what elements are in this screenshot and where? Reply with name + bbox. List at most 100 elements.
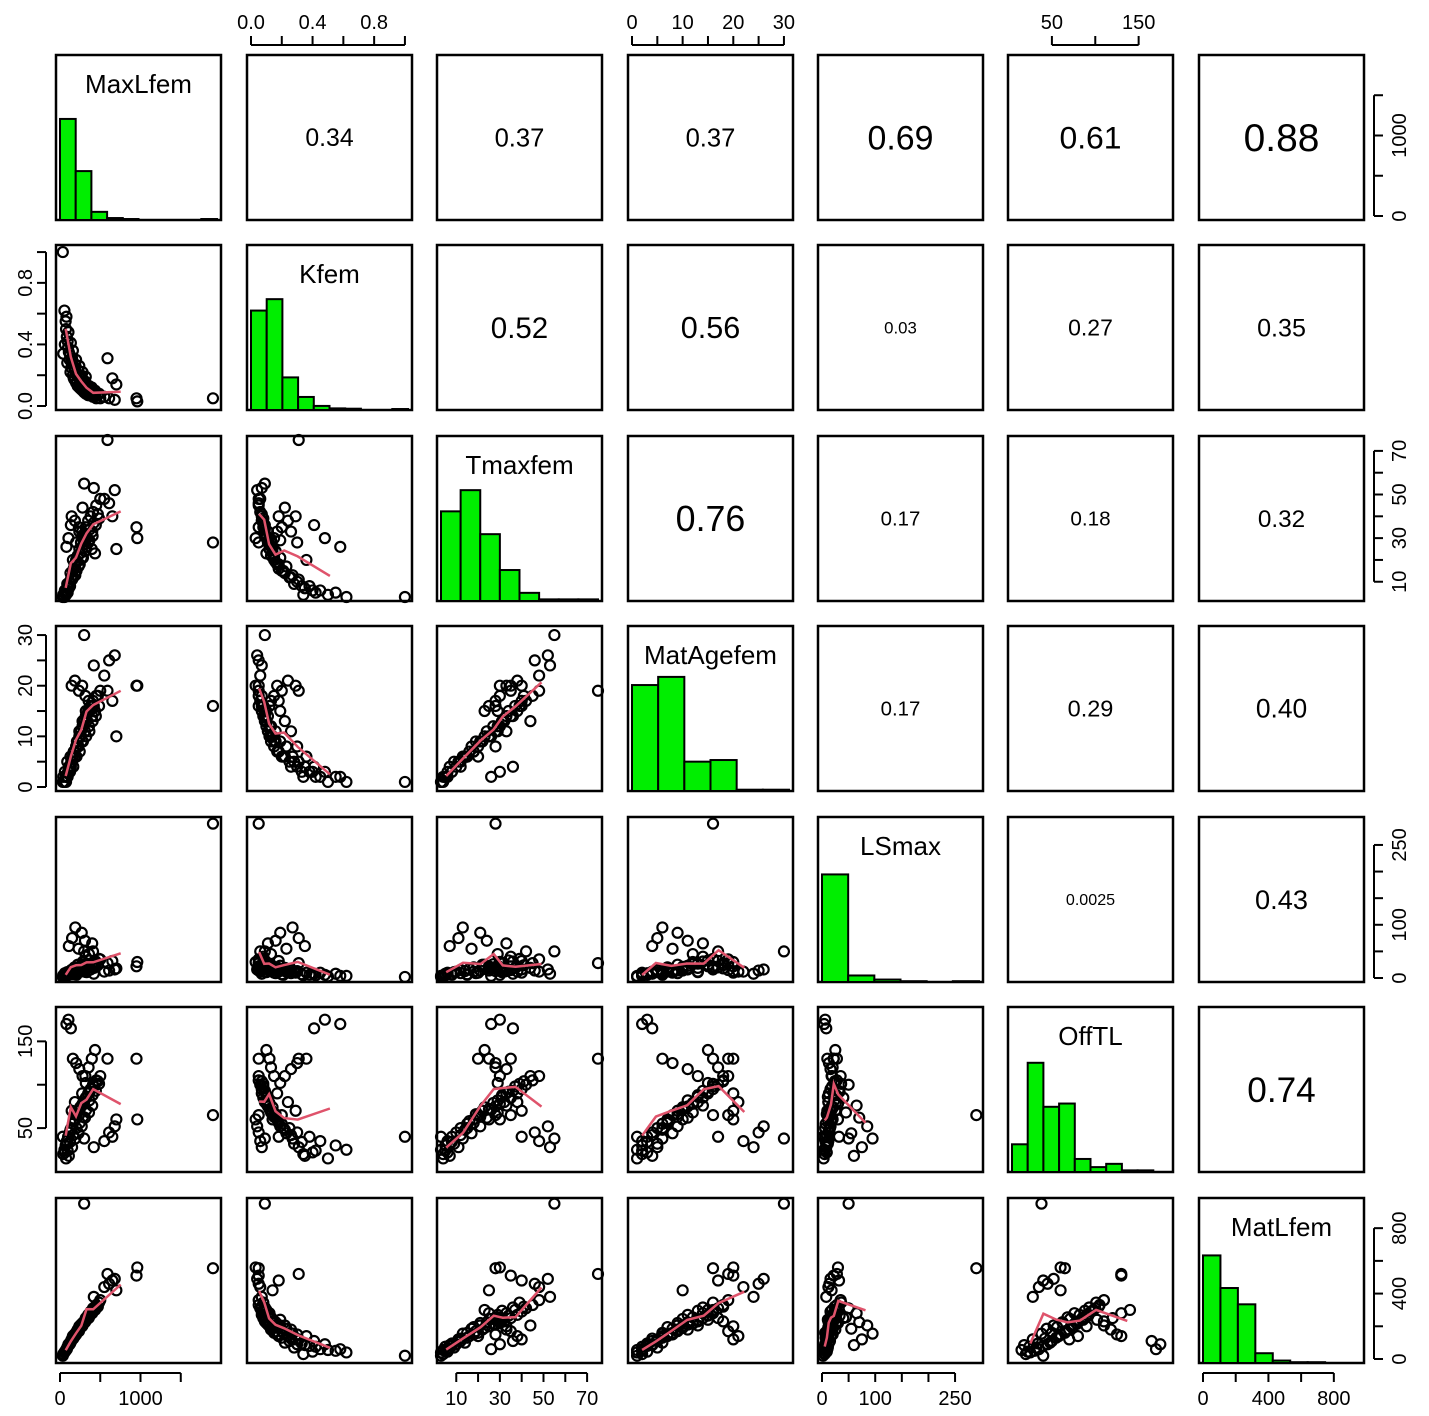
scatter-point — [489, 1328, 502, 1341]
scatter-point — [291, 964, 304, 978]
panel-frame — [1197, 1005, 1366, 1174]
correlation-value: 0.52 — [491, 312, 548, 345]
scatter-point — [206, 536, 220, 549]
scatter-point — [1145, 1334, 1158, 1348]
scatter-point — [89, 518, 102, 532]
scatter-point — [515, 1130, 528, 1143]
scatter-point — [727, 955, 740, 969]
scatter-point — [706, 817, 720, 830]
scatter-point — [681, 1063, 694, 1076]
scatter-point — [1054, 1284, 1067, 1297]
tick-label: 30 — [489, 1388, 511, 1410]
scatter-point — [318, 765, 331, 778]
scatter-point — [206, 1262, 220, 1275]
scatter-point — [79, 370, 92, 383]
scatter-point — [474, 735, 487, 748]
histogram-bar — [709, 759, 738, 793]
scatter-point — [504, 1052, 517, 1065]
histogram-bar — [297, 395, 315, 411]
scatter-point — [251, 1272, 264, 1285]
panel-frame — [626, 434, 795, 603]
scatter-point — [398, 590, 412, 604]
scatter-point — [701, 1313, 715, 1326]
smoother-line — [823, 1079, 867, 1124]
histogram-bar — [1136, 1169, 1155, 1173]
scatter-point — [281, 674, 295, 687]
scatter-point — [298, 1149, 311, 1162]
histogram-bar — [1202, 1254, 1222, 1365]
scatter-point — [827, 1052, 840, 1065]
panel-frame — [816, 53, 985, 222]
scatter-matagefem-vs-kfem — [249, 628, 412, 789]
scatter-point — [445, 765, 459, 778]
histogram-offtl — [1011, 1061, 1155, 1174]
scatter-point — [823, 1277, 836, 1290]
scatter-point — [706, 1077, 720, 1090]
scatter-point — [493, 1338, 506, 1351]
scatter-point — [78, 945, 91, 958]
scatter-point — [737, 1280, 750, 1294]
scatter-point — [131, 1113, 144, 1126]
scatter-point — [666, 942, 679, 955]
scatter-point — [321, 1152, 335, 1165]
scatter-point — [108, 1120, 121, 1133]
histogram-maxlfem — [59, 117, 219, 222]
tick-label: 0 — [1389, 972, 1411, 983]
correlation-value: 0.32 — [1258, 506, 1305, 533]
smoother-line — [64, 1087, 122, 1136]
scatter-point — [98, 669, 111, 682]
scatter-point — [757, 963, 770, 976]
histogram-bar — [281, 376, 300, 411]
scatter-point — [727, 1320, 740, 1333]
scatter-point — [747, 1290, 760, 1303]
scatter-kfem-vs-maxlfem — [56, 245, 220, 408]
scatter-point — [548, 628, 561, 642]
histogram-bar — [440, 510, 462, 603]
histogram-bar — [657, 675, 686, 793]
histogram-bar — [761, 788, 790, 792]
scatter-point — [500, 1063, 513, 1076]
panel-frame — [435, 53, 604, 222]
scatter-point — [681, 1323, 694, 1336]
scatter-point — [334, 1343, 347, 1356]
scatter-point — [826, 1069, 839, 1083]
scatter-point — [73, 525, 86, 538]
scatter-matlfem-vs-matagefem — [630, 1197, 791, 1362]
scatter-point — [752, 964, 765, 977]
scatter-point — [489, 1108, 502, 1122]
scatter-point — [489, 699, 502, 713]
panel-frame — [435, 243, 604, 412]
panel-frame — [1197, 815, 1366, 984]
scatter-point — [286, 921, 299, 934]
tick-label: 50 — [1389, 483, 1411, 505]
scatter-point — [278, 501, 291, 514]
scatter-point — [701, 1043, 715, 1057]
scatter-point — [722, 1052, 735, 1065]
scatter-matlfem-vs-kfem — [249, 1197, 412, 1362]
panel-frame — [816, 624, 985, 793]
tick-label: 0 — [816, 1388, 827, 1410]
tick-label: 10 — [445, 1388, 467, 1410]
tick-label: 1000 — [1389, 113, 1411, 158]
histogram-bar — [1120, 1169, 1139, 1173]
scatter-point — [64, 518, 77, 532]
scatter-point — [252, 654, 265, 667]
panel-frame — [1006, 243, 1175, 412]
scatter-point — [258, 628, 271, 642]
scatter-point — [777, 1132, 791, 1145]
scatter-point — [272, 510, 285, 523]
scatter-point — [506, 1022, 520, 1035]
panel-frame — [816, 243, 985, 412]
scatter-point — [820, 1022, 833, 1035]
scatter-offtl-vs-lsmax — [816, 1013, 983, 1165]
scatter-point — [56, 1130, 69, 1143]
panel-frame — [1197, 243, 1366, 412]
scatter-point — [258, 945, 271, 958]
panel-frame — [626, 1005, 795, 1174]
scatter-point — [264, 1061, 278, 1074]
panel-frame — [435, 1196, 604, 1365]
scatter-point — [70, 1056, 83, 1070]
scatter-point — [480, 934, 493, 947]
scatter-point — [260, 1043, 273, 1057]
scatter-point — [454, 967, 467, 980]
